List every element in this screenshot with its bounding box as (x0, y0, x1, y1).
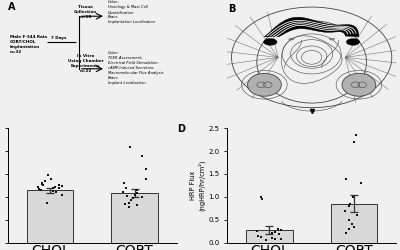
Point (126, 205, 132, 209)
Point (269, 231, 275, 235)
Point (342, 208, 348, 212)
Text: Colon:
TEER Assessment,
Electrical Field Stimulation,
cAMP-Induced Secretion,
Ma: Colon: TEER Assessment, Electrical Field… (108, 50, 163, 85)
Text: Colon:
Histology & Mast Cell
Quantification
Brain:
Implantation Localisation: Colon: Histology & Mast Cell Quantificat… (108, 0, 154, 24)
Point (44, 200, 50, 204)
Point (349, 222, 355, 226)
Text: In Vitro
Using Chamber
Experiments
n=22: In Vitro Using Chamber Experiments n=22 (68, 54, 104, 73)
Point (50, 186, 56, 190)
Point (53, 190, 59, 194)
Text: A: A (8, 2, 16, 12)
Point (351, 224, 358, 228)
Point (39, 182, 45, 186)
Point (345, 218, 352, 222)
Point (143, 167, 150, 171)
Ellipse shape (346, 38, 360, 45)
Point (58, 192, 65, 196)
Point (143, 176, 149, 180)
Point (255, 234, 262, 238)
Point (120, 181, 127, 185)
Text: B: B (228, 4, 236, 14)
Point (353, 133, 359, 137)
Point (35, 184, 41, 188)
Point (38, 188, 45, 192)
Point (343, 231, 349, 235)
Bar (246, 230, 293, 242)
Point (52, 185, 59, 189)
Point (258, 234, 264, 238)
Point (278, 228, 284, 232)
Text: Male F-344 Rats
CORT/CHOL
Implantation
n=32: Male F-344 Rats CORT/CHOL Implantation n… (10, 34, 47, 54)
Bar (331, 204, 377, 242)
Point (45, 173, 52, 177)
Ellipse shape (264, 38, 277, 45)
Point (354, 213, 360, 217)
Point (343, 176, 350, 180)
Point (258, 195, 265, 199)
Point (134, 191, 140, 195)
Point (40, 183, 46, 187)
Point (50, 189, 56, 193)
Point (56, 186, 63, 190)
Point (134, 203, 140, 207)
Point (120, 190, 126, 194)
Point (139, 154, 146, 158)
Point (134, 188, 140, 192)
Point (351, 140, 357, 144)
Point (254, 229, 260, 233)
Point (36, 187, 42, 191)
PathPatch shape (264, 17, 359, 37)
Point (128, 198, 134, 202)
Point (258, 235, 264, 239)
Point (278, 237, 284, 241)
Point (272, 237, 278, 241)
Ellipse shape (248, 73, 281, 96)
Point (269, 236, 275, 240)
Point (347, 202, 354, 206)
Bar (27, 190, 73, 242)
Point (126, 144, 133, 148)
Ellipse shape (342, 73, 376, 96)
Point (42, 179, 48, 183)
Point (124, 194, 130, 198)
Point (275, 227, 281, 231)
Point (48, 176, 54, 180)
Point (123, 186, 129, 190)
Point (345, 204, 352, 208)
Text: 7 Days: 7 Days (51, 36, 66, 40)
Point (55, 183, 62, 187)
Text: D: D (177, 124, 185, 134)
Bar (111, 193, 158, 242)
Point (59, 184, 65, 188)
Point (130, 196, 137, 200)
Point (276, 232, 282, 236)
Text: Tissue
Collection
n=10: Tissue Collection n=10 (74, 5, 97, 18)
Point (132, 192, 138, 196)
Point (350, 195, 356, 199)
Y-axis label: HRP Flux
(ngHRP/hr/cm²): HRP Flux (ngHRP/hr/cm²) (190, 160, 206, 211)
Point (272, 230, 278, 234)
Point (39, 181, 45, 185)
Point (126, 200, 132, 204)
Point (122, 202, 128, 206)
Point (138, 195, 145, 199)
Point (38, 188, 45, 192)
Point (346, 227, 352, 231)
Point (263, 238, 270, 242)
Point (259, 197, 265, 201)
Point (358, 181, 364, 185)
